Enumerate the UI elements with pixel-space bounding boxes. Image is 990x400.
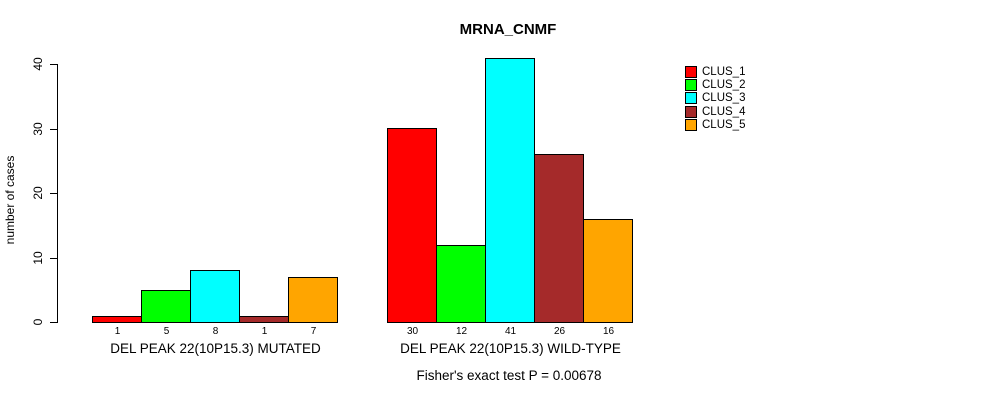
bar-value-label: 8 xyxy=(212,326,219,337)
y-tick-mark xyxy=(50,193,57,194)
legend-swatch-clus_1 xyxy=(685,66,697,78)
bar-clus_5-group2 xyxy=(583,219,633,323)
bar-value-label: 5 xyxy=(163,326,170,337)
legend-label: CLUS_2 xyxy=(702,79,746,91)
y-tick-mark xyxy=(50,322,57,323)
bar-clus_5-group1 xyxy=(288,277,338,323)
legend-label: CLUS_1 xyxy=(702,66,746,78)
y-tick-label: 20 xyxy=(31,186,45,200)
bar-clus_2-group2 xyxy=(436,245,486,323)
bar-clus_3-group2 xyxy=(485,58,535,323)
y-tick-label: 0 xyxy=(31,318,45,326)
legend-label: CLUS_5 xyxy=(702,119,746,131)
bar-clus_1-group1 xyxy=(92,316,142,323)
bar-clus_1-group2 xyxy=(387,128,437,323)
group-label-1: DEL PEAK 22(10P15.3) MUTATED xyxy=(110,341,321,356)
bar-value-label: 26 xyxy=(553,326,566,337)
y-tick-mark xyxy=(50,258,57,259)
bar-value-label: 16 xyxy=(602,326,615,337)
bar-clus_2-group1 xyxy=(141,290,191,323)
y-tick-mark xyxy=(50,64,57,65)
chart-title: MRNA_CNMF xyxy=(459,21,557,38)
legend-swatch-clus_4 xyxy=(685,106,697,118)
legend-label: CLUS_3 xyxy=(702,92,746,104)
bar-clus_4-group1 xyxy=(239,316,289,323)
legend-swatch-clus_5 xyxy=(685,119,697,131)
y-tick-mark xyxy=(50,129,57,130)
group-label-2: DEL PEAK 22(10P15.3) WILD-TYPE xyxy=(400,341,621,356)
legend-swatch-clus_3 xyxy=(685,92,697,104)
bar-value-label: 1 xyxy=(261,326,268,337)
y-tick-label: 30 xyxy=(31,122,45,136)
bar-clus_3-group1 xyxy=(190,270,240,323)
chart-subtitle: Fisher's exact test P = 0.00678 xyxy=(416,368,602,383)
legend-label: CLUS_4 xyxy=(702,106,746,118)
legend-swatch-clus_2 xyxy=(685,79,697,91)
bar-value-label: 41 xyxy=(504,326,517,337)
bar-value-label: 30 xyxy=(406,326,419,337)
y-tick-label: 10 xyxy=(31,251,45,265)
y-axis-line xyxy=(57,64,58,323)
bar-clus_4-group2 xyxy=(534,154,584,323)
bar-value-label: 12 xyxy=(455,326,468,337)
y-axis-title: number of cases xyxy=(3,155,17,245)
bar-value-label: 7 xyxy=(310,326,317,337)
bar-value-label: 1 xyxy=(114,326,121,337)
y-tick-label: 40 xyxy=(31,57,45,71)
